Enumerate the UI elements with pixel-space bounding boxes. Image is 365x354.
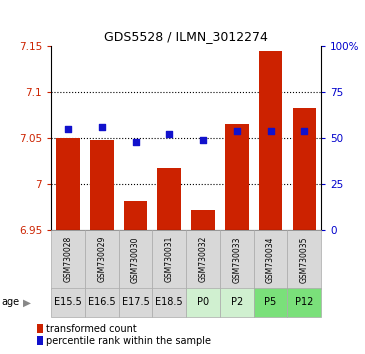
- Bar: [254, 288, 287, 317]
- Point: [132, 139, 138, 144]
- Point: [99, 124, 105, 130]
- Text: E16.5: E16.5: [88, 297, 116, 307]
- Point: [166, 132, 172, 137]
- Bar: [292, 108, 316, 230]
- Bar: [157, 167, 181, 230]
- Text: GSM730034: GSM730034: [266, 236, 275, 282]
- Point: [268, 128, 273, 133]
- Bar: [119, 230, 153, 289]
- Text: E18.5: E18.5: [155, 297, 183, 307]
- Bar: [220, 288, 254, 317]
- Bar: [51, 288, 85, 317]
- Bar: [51, 230, 85, 289]
- Text: age: age: [2, 297, 20, 307]
- Text: ▶: ▶: [23, 297, 31, 307]
- Bar: [124, 201, 147, 230]
- Bar: [288, 288, 321, 317]
- Text: P0: P0: [197, 297, 209, 307]
- Bar: [254, 230, 287, 289]
- Text: GSM730028: GSM730028: [64, 236, 73, 282]
- Text: GSM730033: GSM730033: [232, 236, 241, 282]
- Point: [301, 128, 307, 133]
- Title: GDS5528 / ILMN_3012274: GDS5528 / ILMN_3012274: [104, 30, 268, 44]
- Text: transformed count: transformed count: [46, 324, 137, 333]
- Bar: [85, 230, 119, 289]
- Bar: [153, 230, 186, 289]
- Text: P12: P12: [295, 297, 314, 307]
- Bar: [56, 138, 80, 230]
- Text: P5: P5: [264, 297, 277, 307]
- Text: GSM730035: GSM730035: [300, 236, 309, 282]
- Bar: [288, 230, 321, 289]
- Point: [234, 128, 240, 133]
- Point: [200, 137, 206, 143]
- Point: [65, 126, 71, 132]
- Text: GSM730031: GSM730031: [165, 236, 174, 282]
- Text: GSM730032: GSM730032: [199, 236, 208, 282]
- Bar: [220, 230, 254, 289]
- Text: E17.5: E17.5: [122, 297, 149, 307]
- Text: E15.5: E15.5: [54, 297, 82, 307]
- Bar: [225, 124, 249, 230]
- Text: GSM730029: GSM730029: [97, 236, 106, 282]
- Bar: [191, 210, 215, 230]
- Text: P2: P2: [231, 297, 243, 307]
- Bar: [153, 288, 186, 317]
- Bar: [85, 288, 119, 317]
- Bar: [90, 140, 114, 230]
- Bar: [186, 230, 220, 289]
- Text: percentile rank within the sample: percentile rank within the sample: [46, 336, 211, 346]
- Bar: [119, 288, 153, 317]
- Bar: [259, 51, 283, 230]
- Bar: [186, 288, 220, 317]
- Text: GSM730030: GSM730030: [131, 236, 140, 282]
